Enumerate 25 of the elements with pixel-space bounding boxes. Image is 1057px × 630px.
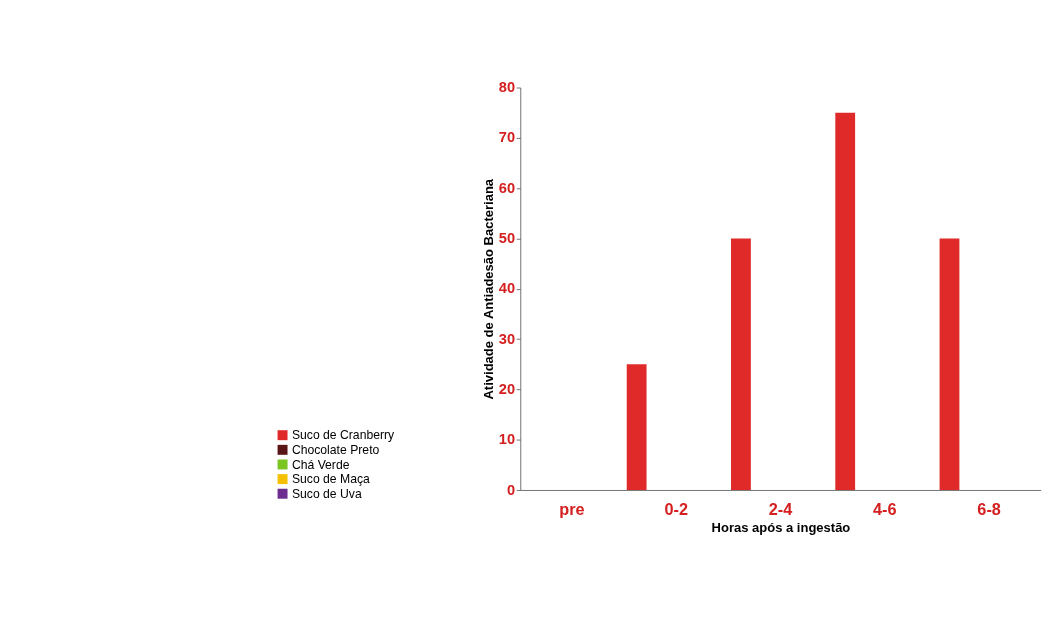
y-tick-label: 30 xyxy=(498,330,516,347)
x-tick-label: 2-4 xyxy=(768,499,793,518)
bar xyxy=(835,112,856,491)
x-tick-label: 4-6 xyxy=(873,499,897,518)
y-tick-label: 10 xyxy=(498,431,516,448)
bar xyxy=(626,364,647,491)
y-tick-label: 40 xyxy=(498,280,516,297)
x-tick-label: 6-8 xyxy=(977,499,1001,518)
x-tick-label: 0-2 xyxy=(664,499,689,518)
legend-label: Chá Verde xyxy=(291,457,350,472)
legend-label: Suco de Maça xyxy=(291,472,371,487)
legend-label: Suco de Uva xyxy=(291,486,362,501)
bar xyxy=(731,238,751,491)
y-tick-label: 20 xyxy=(498,380,516,397)
y-tick-label: 80 xyxy=(498,79,516,96)
y-tick-label: 0 xyxy=(506,481,516,498)
y-tick-label: 60 xyxy=(498,179,516,196)
bar xyxy=(939,238,960,491)
y-tick-label: 50 xyxy=(498,230,516,246)
y-tick-label: 70 xyxy=(498,129,516,146)
x-tick-label: pre xyxy=(559,499,585,518)
legend-label: Chocolate Preto xyxy=(291,442,380,457)
y-axis-title: Atividade de Antiadesão Bacteriana xyxy=(481,178,497,400)
x-axis-title: Horas após a ingestão xyxy=(711,519,851,535)
legend-label: Suco de Cranberry xyxy=(291,428,396,443)
